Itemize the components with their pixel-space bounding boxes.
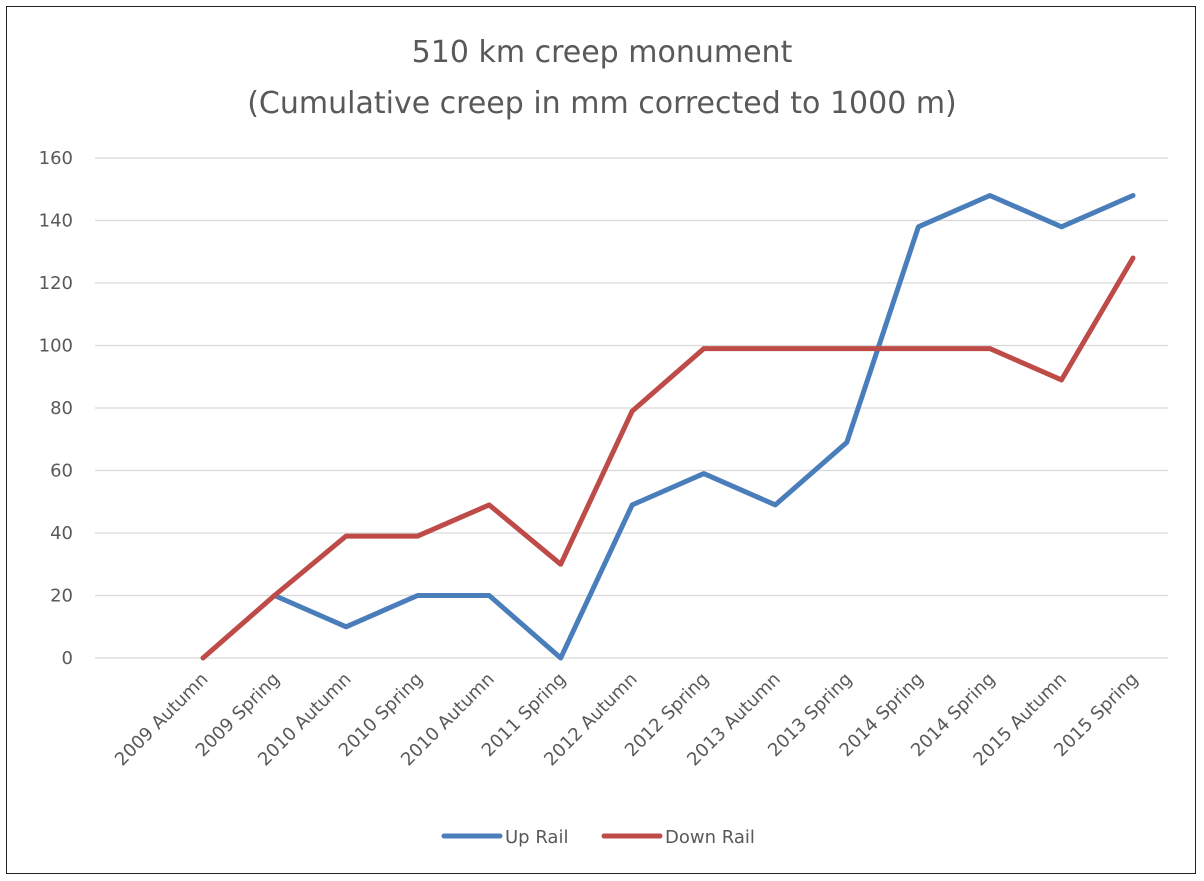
x-tick-label: 2009 Autumn: [111, 669, 213, 771]
y-axis-ticks: 0 20 40 60 80 100 120 140 160: [39, 148, 73, 669]
legend-label: Up Rail: [505, 827, 568, 848]
series-lines: [200, 193, 1136, 661]
legend: Up Rail Down Rail: [441, 827, 755, 848]
y-tick-label: 40: [50, 523, 73, 544]
series-line-up-rail: [272, 193, 1136, 661]
chart-subtitle: (Cumulative creep in mm corrected to 100…: [247, 86, 957, 121]
y-tick-label: 160: [39, 148, 73, 169]
y-tick-label: 0: [62, 648, 73, 669]
chart-frame: [6, 6, 1196, 874]
y-tick-label: 60: [50, 461, 73, 482]
legend-label: Down Rail: [665, 827, 755, 848]
y-tick-label: 80: [50, 398, 73, 419]
series-line-down-rail: [200, 255, 1136, 661]
chart-title: 510 km creep monument: [412, 35, 793, 70]
y-tick-label: 140: [39, 211, 73, 232]
gridlines: [95, 157, 1168, 659]
y-tick-label: 100: [39, 336, 73, 357]
y-tick-label: 120: [39, 273, 73, 294]
y-tick-label: 20: [50, 586, 73, 607]
